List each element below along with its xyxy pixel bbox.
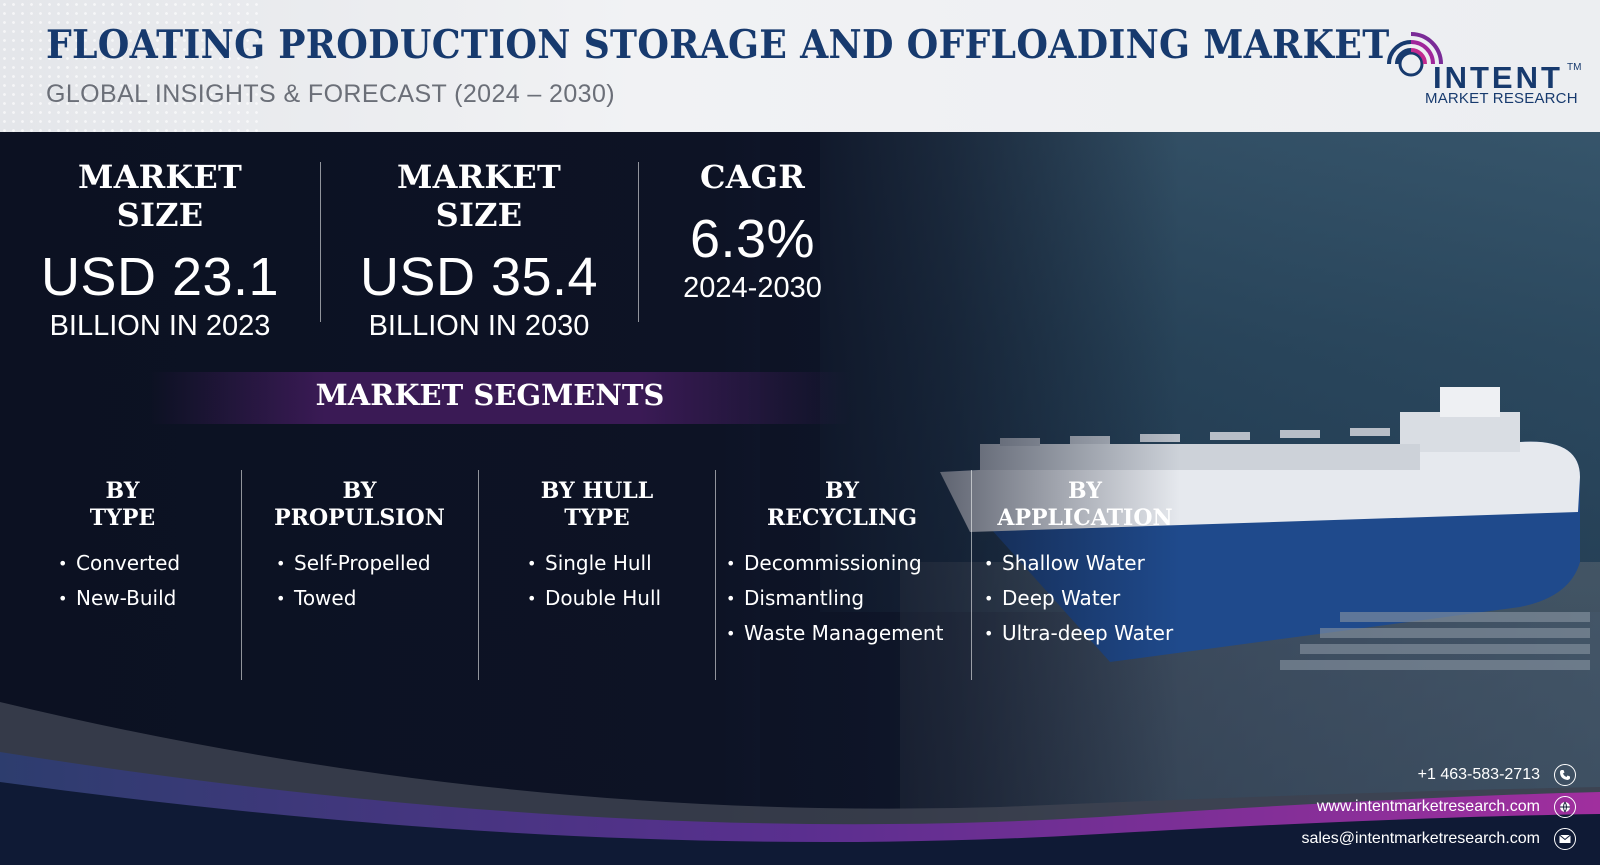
segment-list: • Single Hull • Double Hull [527,546,661,616]
stat-label: CAGR [699,158,806,196]
segment-divider [971,470,972,680]
stat-market-size-2023: MARKET SIZE USD 23.1 BILLION IN 2023 [30,158,290,343]
image-fade-overlay [760,132,1180,865]
company-logo: INTENT TM MARKET RESEARCH [1387,18,1585,118]
segment-heading: BY PROPULSION [274,478,445,531]
segment-heading: BY APPLICATION [997,478,1173,531]
segment-heading: BY RECYCLING [766,478,918,531]
email-link[interactable]: sales@intentmarketresearch.com [1301,830,1540,847]
page-subtitle: GLOBAL INSIGHTS & FORECAST (2024 – 2030) [46,80,615,108]
stat-divider [638,162,639,322]
contact-email[interactable]: sales@intentmarketresearch.com [1301,828,1576,850]
website-link[interactable]: www.intentmarketresearch.com [1316,798,1540,815]
list-item: • Converted [58,551,181,575]
stat-label: MARKET SIZE [77,158,243,234]
stat-cagr: CAGR 6.3% 2024-2030 [660,158,845,305]
segment-list: • Decommissioning • Dismantling • Waste Man… [726,546,943,651]
segment-divider [241,470,242,680]
list-item: • Double Hull [527,586,662,610]
list-item: • Decommissioning [726,551,922,575]
phone-number[interactable]: +1 463-583-2713 [1417,766,1540,783]
stat-value: USD 35.4 [359,247,599,307]
list-item: • Ultra-deep Water [984,621,1174,645]
segments-title: MARKET SEGMENTS [315,378,665,412]
list-item: • Waste Management [726,621,944,645]
logo-subtitle: MARKET RESEARCH [1425,90,1578,107]
stat-divider [320,162,321,322]
logo-trademark: TM [1567,62,1582,73]
segment-list: • Shallow Water • Deep Water • Ultra-deep W… [984,546,1173,651]
segment-heading: BY HULL TYPE [540,478,654,531]
stat-value: 6.3% [689,209,816,269]
envelope-icon [1554,828,1576,850]
stat-note: BILLION IN 2030 [368,310,590,342]
list-item: • Towed [276,586,357,610]
phone-icon [1554,764,1576,786]
contact-phone[interactable]: +1 463-583-2713 [1418,764,1576,786]
list-item: • Shallow Water [984,551,1145,575]
list-item: • Deep Water [984,586,1121,610]
header-dot-pattern [0,0,260,132]
segment-list: • Converted • New-Build [58,546,180,616]
bottom-swoosh [0,702,1600,865]
list-item: • New-Build [58,586,177,610]
stat-value: USD 23.1 [40,247,280,307]
main-panel [0,132,1600,865]
segment-list: • Self-Propelled • Towed [276,546,431,616]
segments-title-band [150,372,850,424]
segment-divider [478,470,479,680]
segment-heading: BY TYPE [89,478,156,531]
list-item: • Single Hull [527,551,652,575]
page-title: FLOATING PRODUCTION STORAGE AND OFFLOADI… [46,22,1390,68]
stat-note: 2024-2030 [683,272,822,304]
stat-market-size-2030: MARKET SIZE USD 35.4 BILLION IN 2030 [348,158,610,343]
logo-signal-icon [1387,32,1443,77]
stat-note: BILLION IN 2023 [49,310,271,342]
globe-icon [1554,796,1576,818]
segment-divider [715,470,716,680]
list-item: • Dismantling [726,586,865,610]
logo-wordmark: INTENT [1433,60,1563,95]
header-band: FLOATING PRODUCTION STORAGE AND OFFLOADI… [0,0,1600,132]
list-item: • Self-Propelled [276,551,431,575]
stat-label: MARKET SIZE [396,158,562,234]
contact-website[interactable]: www.intentmarketresearch.com [1317,796,1576,818]
